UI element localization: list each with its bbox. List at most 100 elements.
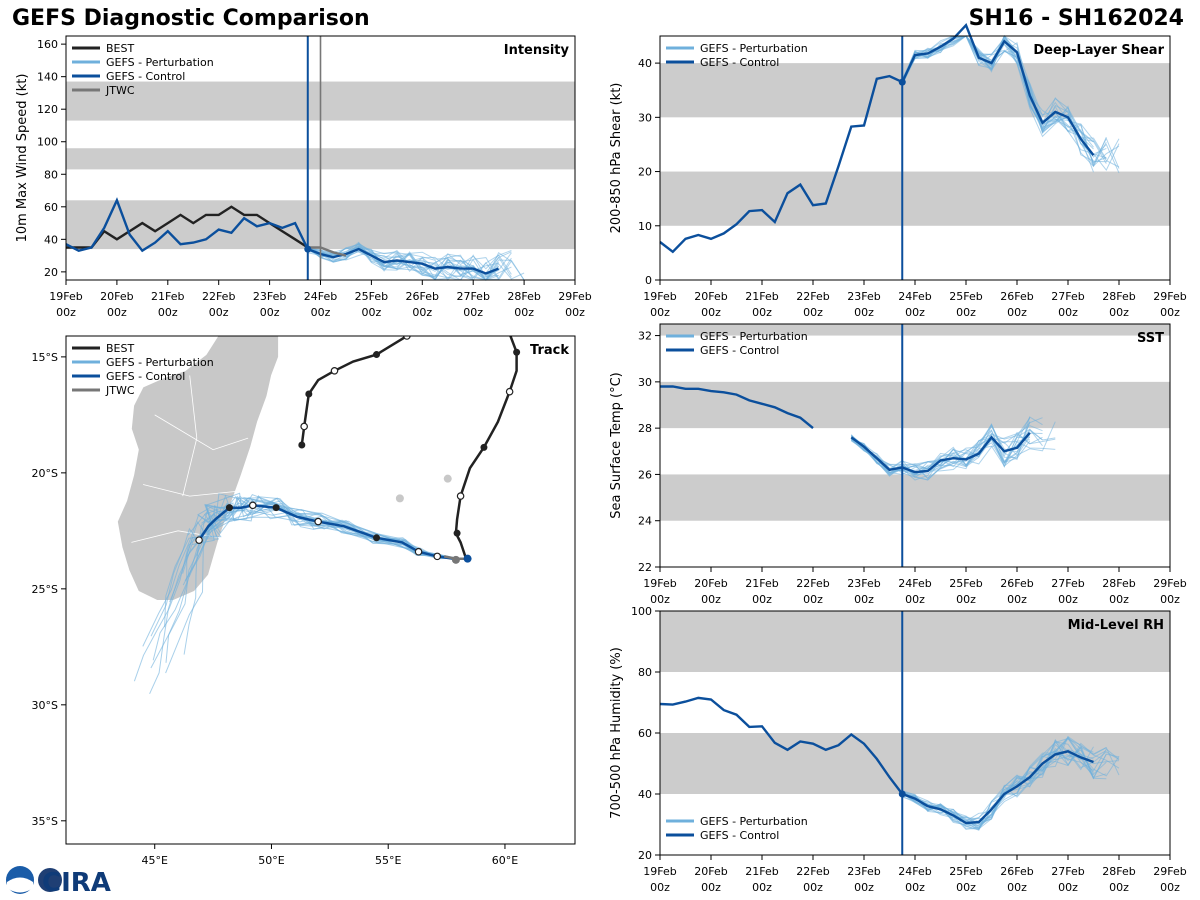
x-tick-sublabel: 00z bbox=[1109, 593, 1129, 606]
perturbation-member-line bbox=[902, 741, 1120, 824]
y-tick-label: 100 bbox=[631, 605, 652, 618]
plot-frame bbox=[659, 323, 1171, 568]
cira-wordmark: CIRA bbox=[42, 868, 111, 896]
x-tick-sublabel: 00z bbox=[1160, 881, 1180, 894]
cira-logo: CIRA bbox=[6, 866, 111, 896]
x-tick-sublabel: 00z bbox=[260, 306, 280, 319]
island-shape bbox=[443, 474, 452, 483]
island-shape bbox=[395, 494, 404, 503]
track-point-open bbox=[314, 517, 322, 526]
x-tick-sublabel: 00z bbox=[803, 593, 823, 606]
x-tick-sublabel: 00z bbox=[854, 881, 874, 894]
y-tick-label: 30 bbox=[638, 111, 652, 124]
storm-id: SH16 - SH162024 bbox=[968, 6, 1184, 31]
track-point-open bbox=[456, 492, 465, 500]
perturbation-track-line bbox=[196, 506, 468, 560]
y-tick-label: 20 bbox=[638, 166, 652, 179]
track-point-open bbox=[433, 552, 442, 561]
y-tick-label: 22 bbox=[638, 561, 652, 574]
x-tick-label: 23Feb bbox=[847, 577, 880, 590]
y-tick-label: 140 bbox=[37, 71, 58, 84]
x-tick-sublabel: 00z bbox=[1007, 881, 1027, 894]
control-track-line bbox=[198, 504, 468, 560]
legend-label: JTWC bbox=[105, 384, 135, 397]
x-tick-sublabel: 00z bbox=[650, 881, 670, 894]
x-tick-sublabel: 00z bbox=[803, 306, 823, 319]
x-tick-sublabel: 00z bbox=[56, 306, 76, 319]
x-tick-label: 28Feb bbox=[1102, 290, 1135, 303]
x-tick-label: 22Feb bbox=[202, 290, 235, 303]
legend-label: GEFS - Control bbox=[700, 56, 779, 69]
y-tick-label: 40 bbox=[638, 788, 652, 801]
admin-boundary-line bbox=[154, 414, 249, 451]
track-point-filled bbox=[305, 390, 313, 398]
shade-band bbox=[660, 63, 1170, 118]
y-tick-label: 26 bbox=[638, 468, 652, 481]
x-tick-label: 29Feb bbox=[558, 290, 591, 303]
track-point-filled bbox=[373, 351, 381, 359]
x-tick-sublabel: 00z bbox=[209, 306, 229, 319]
x-tick-sublabel: 00z bbox=[701, 881, 721, 894]
series-line-control bbox=[65, 197, 309, 253]
perturbation-member-line bbox=[901, 35, 1094, 166]
x-tick-label: 25Feb bbox=[949, 577, 982, 590]
x-tick-sublabel: 00z bbox=[905, 593, 925, 606]
track-point-open bbox=[195, 536, 203, 544]
x-tick-label: 27Feb bbox=[1051, 865, 1084, 878]
panel-title: Deep-Layer Shear bbox=[1033, 43, 1164, 58]
x-tick-label: 24Feb bbox=[898, 865, 931, 878]
x-tick-label: 29Feb bbox=[1153, 577, 1186, 590]
x-tick-sublabel: 00z bbox=[701, 593, 721, 606]
y-tick-label: 20 bbox=[44, 266, 58, 279]
series-line-control bbox=[901, 22, 1095, 157]
perturbation-track-line bbox=[201, 505, 468, 560]
x-tick-sublabel: 00z bbox=[803, 881, 823, 894]
legend-label: JTWC bbox=[105, 84, 135, 97]
track-point-open bbox=[414, 547, 423, 556]
x-tick-label: 21Feb bbox=[745, 290, 778, 303]
legend-label: GEFS - Control bbox=[106, 70, 185, 83]
legend-label: GEFS - Perturbation bbox=[700, 42, 808, 55]
x-tick-sublabel: 00z bbox=[107, 306, 127, 319]
y-tick-label: 160 bbox=[37, 38, 58, 51]
y-tick-label: 20 bbox=[638, 849, 652, 862]
series-line-control bbox=[850, 432, 1031, 474]
legend-label: GEFS - Control bbox=[700, 344, 779, 357]
x-tick-label: 27Feb bbox=[456, 290, 489, 303]
init-marker bbox=[898, 790, 906, 798]
admin-boundary-line bbox=[182, 375, 198, 497]
series-line-best bbox=[66, 205, 309, 249]
x-tick-label: 24Feb bbox=[898, 577, 931, 590]
x-tick-label: 23Feb bbox=[847, 290, 880, 303]
x-tick-sublabel: 00z bbox=[650, 593, 670, 606]
track-frame bbox=[65, 335, 576, 845]
x-tick-sublabel: 00z bbox=[311, 306, 331, 319]
y-tick-label: 60 bbox=[638, 727, 652, 740]
track-point-filled bbox=[513, 348, 521, 356]
x-tick-sublabel: 00z bbox=[1007, 593, 1027, 606]
figure-title: GEFS Diagnostic Comparison bbox=[12, 6, 370, 31]
legend-label: GEFS - Perturbation bbox=[700, 330, 808, 343]
legend-label: GEFS - Perturbation bbox=[106, 56, 214, 69]
track-point-filled bbox=[373, 534, 381, 542]
jtwc-current-position bbox=[451, 555, 460, 564]
x-tick-label: 28Feb bbox=[1102, 577, 1135, 590]
perturbation-member-line bbox=[307, 249, 500, 281]
legend-label: GEFS - Control bbox=[700, 829, 779, 842]
y-tick-label: 24 bbox=[638, 515, 652, 528]
panel-intensity: 20 40 60 80 100 120 140 160 19Feb 00z 20Feb 00z 21Fe… bbox=[15, 35, 592, 319]
x-tick-label: 21Feb bbox=[151, 290, 184, 303]
perturbation-member-line bbox=[902, 750, 1120, 824]
init-marker bbox=[304, 245, 312, 253]
best-track-line bbox=[300, 336, 408, 446]
track-point-open bbox=[403, 336, 411, 340]
perturbation-member-line bbox=[307, 243, 512, 280]
x-tick-label: 25Feb bbox=[355, 290, 388, 303]
series-line-control bbox=[660, 385, 814, 430]
y-tick-label: 40 bbox=[638, 57, 652, 70]
track-point-filled bbox=[225, 504, 233, 512]
x-tick-sublabel: 00z bbox=[1058, 593, 1078, 606]
series-line-control bbox=[659, 696, 904, 795]
x-tick-sublabel: 00z bbox=[956, 593, 976, 606]
y-tick-label: 30 bbox=[638, 376, 652, 389]
